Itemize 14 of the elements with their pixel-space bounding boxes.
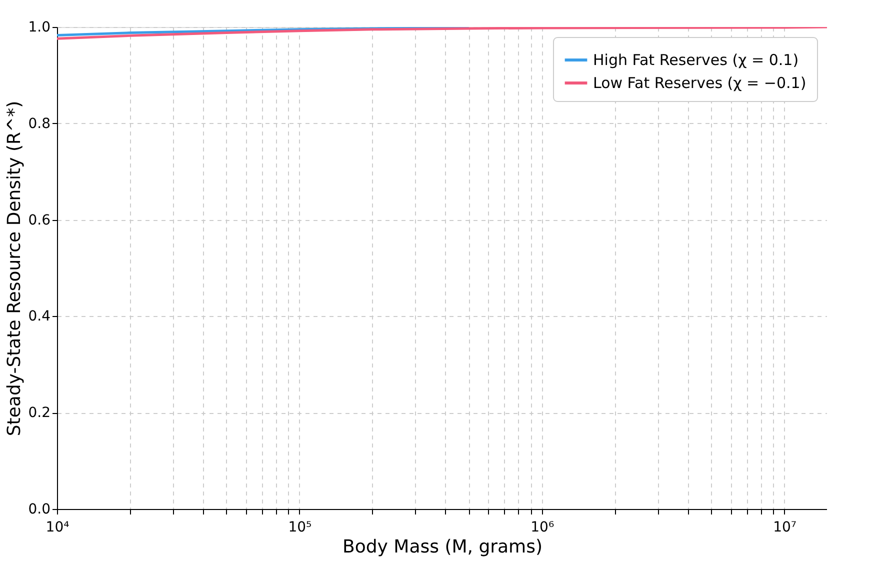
y-tick-label: 0.2 xyxy=(28,405,50,422)
x-tick-label: 10⁵ xyxy=(288,520,312,536)
y-tick-label: 0.8 xyxy=(28,116,50,132)
y-tick-label: 1.0 xyxy=(28,20,50,36)
y-tick-label: 0.6 xyxy=(28,212,51,228)
x-tick-label: 10⁷ xyxy=(773,520,797,536)
y-tick-label: 0.0 xyxy=(28,502,50,518)
y-axis-title: Steady-State Resource Density (R^*) xyxy=(4,100,26,436)
x-axis-title: Body Mass (M, grams) xyxy=(342,536,542,558)
legend-label: Low Fat Reserves (χ = −0.1) xyxy=(593,74,806,92)
x-tick-label: 10⁶ xyxy=(530,520,554,536)
legend-label: High Fat Reserves (χ = 0.1) xyxy=(593,51,799,69)
x-tick-label: 10⁴ xyxy=(46,520,70,536)
y-tick-label: 0.4 xyxy=(28,308,51,325)
